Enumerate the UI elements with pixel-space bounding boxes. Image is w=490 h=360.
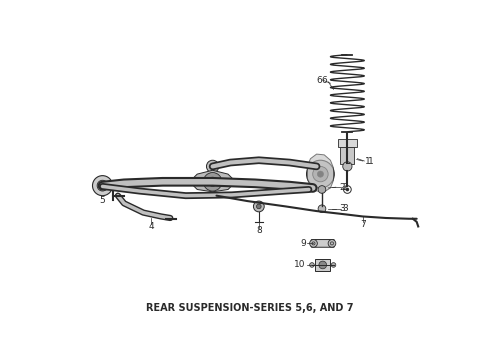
Circle shape xyxy=(318,171,323,177)
Polygon shape xyxy=(190,170,236,192)
Circle shape xyxy=(331,263,336,267)
Circle shape xyxy=(100,183,105,188)
Circle shape xyxy=(310,263,314,267)
Text: 1: 1 xyxy=(365,157,371,166)
Circle shape xyxy=(206,160,219,172)
Circle shape xyxy=(257,204,261,209)
Circle shape xyxy=(328,239,336,247)
Circle shape xyxy=(210,164,215,169)
Circle shape xyxy=(313,163,323,173)
Text: 4: 4 xyxy=(148,222,154,231)
Text: 6: 6 xyxy=(316,76,322,85)
Circle shape xyxy=(310,239,318,247)
Circle shape xyxy=(208,177,217,186)
Circle shape xyxy=(318,205,326,213)
Circle shape xyxy=(203,172,222,191)
Text: 8: 8 xyxy=(256,226,262,235)
Circle shape xyxy=(313,166,328,182)
Text: 7: 7 xyxy=(360,220,366,229)
Text: 10: 10 xyxy=(294,261,305,269)
Circle shape xyxy=(319,261,327,269)
Text: 2: 2 xyxy=(342,183,348,192)
Circle shape xyxy=(93,176,113,195)
Bar xyxy=(315,259,330,271)
Circle shape xyxy=(97,180,108,191)
Circle shape xyxy=(307,160,334,188)
Circle shape xyxy=(346,188,349,191)
Text: 6: 6 xyxy=(321,76,327,85)
Text: 3: 3 xyxy=(342,204,348,213)
Text: REAR SUSPENSION-SERIES 5,6, AND 7: REAR SUSPENSION-SERIES 5,6, AND 7 xyxy=(146,303,353,313)
Polygon shape xyxy=(307,154,334,192)
Bar xyxy=(338,139,357,147)
Text: 9: 9 xyxy=(300,239,306,248)
Circle shape xyxy=(253,201,264,212)
Text: 1: 1 xyxy=(368,157,373,166)
FancyBboxPatch shape xyxy=(311,239,334,247)
Text: 5: 5 xyxy=(99,196,105,205)
Circle shape xyxy=(343,162,352,171)
Circle shape xyxy=(318,186,326,193)
Bar xyxy=(341,147,354,164)
Text: 3: 3 xyxy=(339,204,345,213)
Text: 2: 2 xyxy=(339,183,345,192)
